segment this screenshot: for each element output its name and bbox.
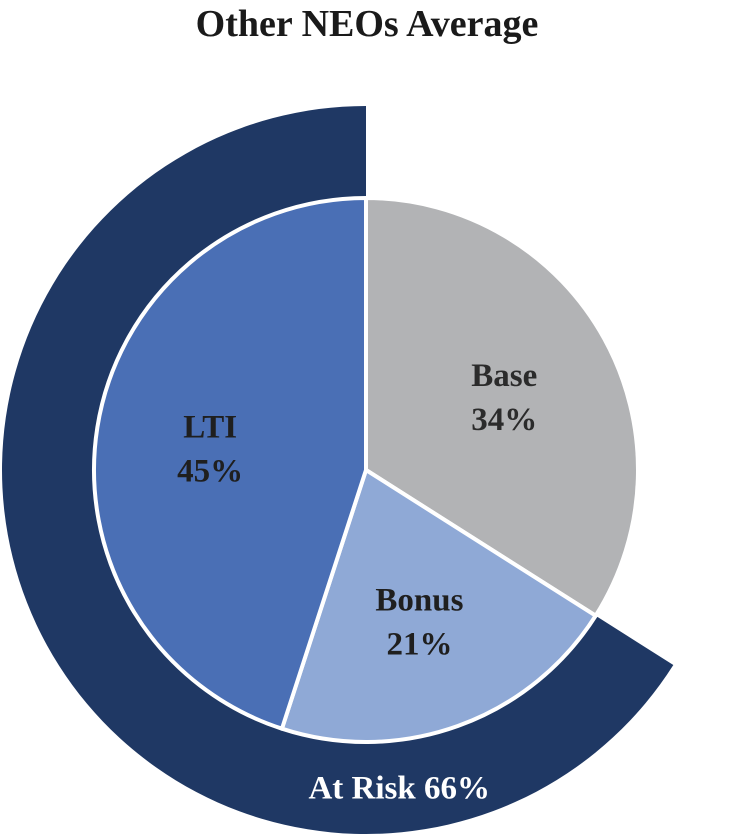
slice-label-base: Base	[471, 358, 537, 394]
pie-labels-layer: Base 34% Bonus 21% LTI 45% At Risk 66%	[177, 358, 537, 806]
slice-value-bonus: 21%	[386, 626, 452, 662]
slice-value-lti: 45%	[177, 453, 243, 489]
pie-slices-layer	[92, 196, 640, 744]
slice-label-bonus: Bonus	[375, 582, 463, 618]
slice-value-base: 34%	[471, 402, 537, 438]
slice-label-lti: LTI	[183, 409, 237, 445]
pie-slice-lti	[92, 196, 368, 731]
pie-slice-bonus	[279, 468, 598, 744]
chart-title: Other NEOs Average	[195, 3, 539, 45]
outer-ring-label: At Risk 66%	[308, 770, 490, 806]
